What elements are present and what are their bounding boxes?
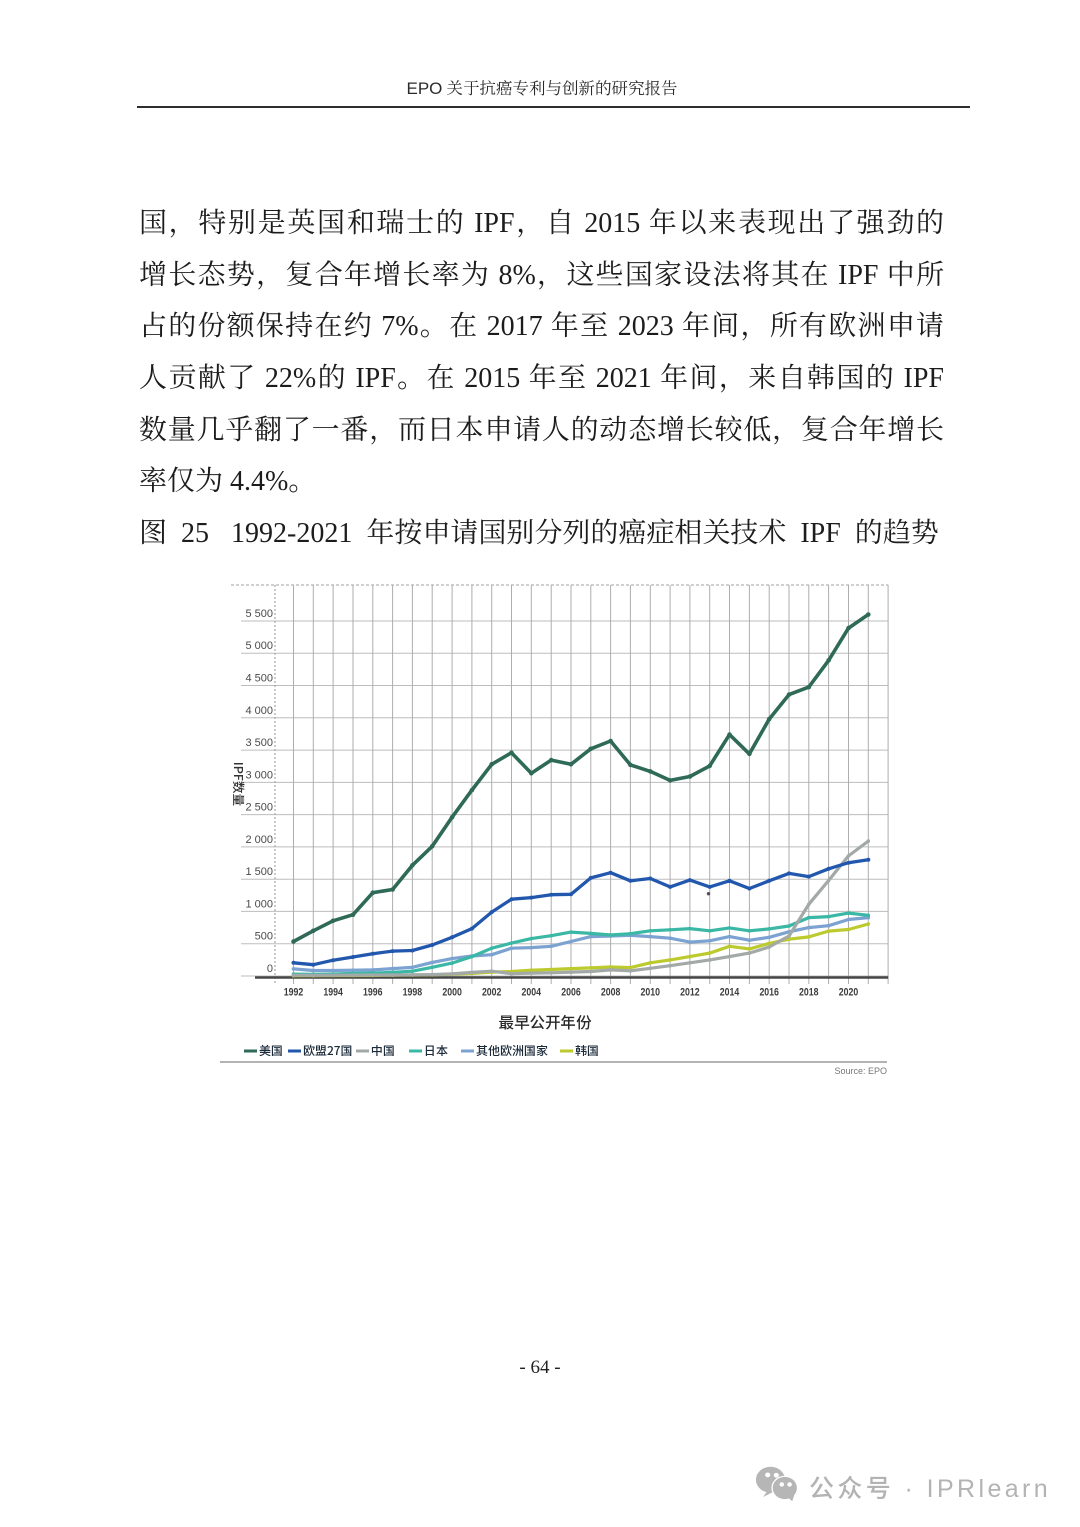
svg-text:2018: 2018 xyxy=(799,987,819,999)
svg-text:2014: 2014 xyxy=(720,987,740,999)
svg-text:1996: 1996 xyxy=(363,987,383,999)
svg-text:2006: 2006 xyxy=(561,987,581,999)
svg-text:2004: 2004 xyxy=(522,987,542,999)
svg-text:2 000: 2 000 xyxy=(245,834,273,846)
svg-text:4 500: 4 500 xyxy=(245,673,273,685)
svg-text:3 500: 3 500 xyxy=(245,737,273,749)
svg-text:4 000: 4 000 xyxy=(245,705,273,717)
svg-text:2016: 2016 xyxy=(759,987,779,999)
svg-text:500: 500 xyxy=(255,931,273,943)
svg-text:0: 0 xyxy=(267,963,273,975)
svg-text:1 000: 1 000 xyxy=(245,898,273,910)
svg-text:Source: EPO: Source: EPO xyxy=(834,1066,887,1076)
svg-text:2 500: 2 500 xyxy=(245,802,273,814)
svg-text:欧盟27国: 欧盟27国 xyxy=(303,1042,353,1059)
svg-text:2008: 2008 xyxy=(601,987,621,999)
svg-text:日本: 日本 xyxy=(424,1042,448,1059)
svg-text:IPF数量: IPF数量 xyxy=(230,762,249,806)
svg-text:美国: 美国 xyxy=(259,1042,283,1059)
svg-text:1 500: 1 500 xyxy=(245,866,273,878)
svg-text:1998: 1998 xyxy=(403,987,423,999)
svg-text:2002: 2002 xyxy=(482,987,502,999)
svg-text:其他欧洲国家: 其他欧洲国家 xyxy=(476,1042,548,1059)
svg-text:2010: 2010 xyxy=(641,987,661,999)
svg-text:5 000: 5 000 xyxy=(245,640,273,652)
svg-text:韩国: 韩国 xyxy=(575,1042,599,1059)
svg-text:1994: 1994 xyxy=(323,987,343,999)
svg-text:1992: 1992 xyxy=(284,987,304,999)
svg-text:5 500: 5 500 xyxy=(245,608,273,620)
svg-text:最早公开年份: 最早公开年份 xyxy=(498,1011,592,1033)
svg-text:中国: 中国 xyxy=(371,1042,395,1059)
svg-text:2000: 2000 xyxy=(442,987,462,999)
svg-text:2020: 2020 xyxy=(839,987,859,999)
svg-text:3 000: 3 000 xyxy=(245,769,273,781)
svg-text:2012: 2012 xyxy=(680,987,700,999)
